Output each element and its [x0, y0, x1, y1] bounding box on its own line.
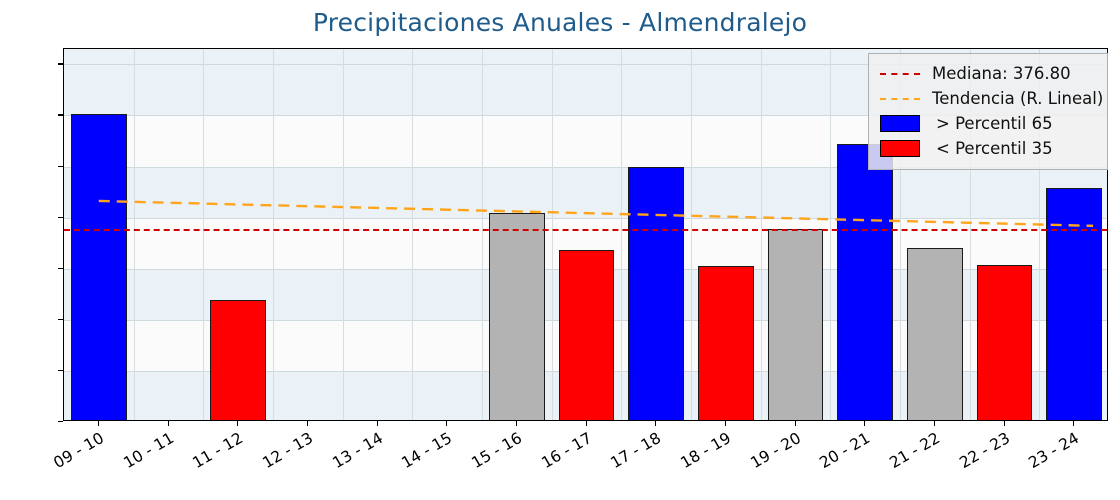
median-line: [64, 229, 1107, 232]
x-axis-tick-mark: [306, 421, 309, 426]
gridline: [64, 217, 1107, 219]
y-axis-tick-mark: [58, 369, 63, 372]
x-axis-tick-mark: [1003, 421, 1005, 426]
band: [64, 49, 1107, 65]
bar: [837, 143, 894, 420]
bar: [906, 247, 963, 420]
legend-label-p65: > Percentil 65: [936, 114, 1053, 133]
gridline: [64, 64, 1107, 66]
gridline: [482, 49, 483, 420]
y-axis-tick-mark: [58, 165, 63, 167]
gridline: [691, 49, 692, 420]
x-axis-tick-mark: [1073, 421, 1075, 426]
legend-item-trend: Tendencia (R. Lineal): [878, 86, 1103, 111]
legend-label-median: Mediana: 376.80: [932, 64, 1071, 83]
x-axis-tick-label: 11 - 12: [189, 429, 247, 473]
gridline: [621, 49, 623, 420]
y-axis-tick-mark: [58, 267, 63, 269]
y-axis-tick-mark: [58, 318, 63, 321]
y-axis-tick-mark: [58, 63, 63, 65]
page-title: Precipitaciones Anuales - Almendralejo: [312, 8, 808, 37]
bar: [1046, 188, 1103, 420]
gridline: [273, 49, 274, 420]
x-axis-tick-label: 09 - 10: [50, 429, 107, 473]
x-axis-tick-label: 10 - 11: [119, 429, 177, 473]
x-axis-tick-mark: [237, 421, 239, 426]
legend-label-p35: < Percentil 35: [936, 139, 1053, 158]
gridline: [412, 49, 414, 420]
x-axis-tick-mark: [585, 421, 587, 426]
gridline: [1039, 49, 1041, 420]
x-axis-tick-label: 20 - 21: [816, 429, 874, 473]
gridline: [760, 49, 762, 420]
chart-legend: Mediana: 376.80 Tendencia (R. Lineal) > …: [868, 53, 1108, 170]
x-axis-tick-mark: [97, 421, 100, 426]
legend-item-p65: > Percentil 65: [878, 111, 1098, 136]
bar: [558, 249, 615, 420]
x-axis-tick-label: 15 - 16: [468, 429, 525, 473]
x-axis-tick-mark: [933, 421, 936, 426]
gridline: [203, 49, 205, 420]
bar: [767, 229, 824, 420]
dashed-line-icon: [878, 72, 922, 75]
legend-label-trend: Tendencia (R. Lineal): [932, 89, 1104, 108]
blue-swatch-icon: [878, 115, 922, 132]
x-axis-tick-label: 23 - 24: [1025, 429, 1083, 473]
gridline: [64, 166, 1107, 168]
gridline: [133, 49, 135, 420]
x-axis-tick-mark: [376, 421, 378, 426]
x-axis-tick-mark: [864, 421, 866, 426]
x-axis-tick-label: 18 - 19: [677, 429, 734, 473]
dashed-line-icon: [878, 97, 922, 100]
gridline: [64, 115, 1107, 117]
x-axis-tick-label: 12 - 13: [259, 429, 316, 473]
bar: [697, 265, 754, 420]
bar: [488, 212, 545, 420]
trend-line: [98, 199, 1094, 228]
x-axis-tick-mark: [446, 421, 448, 426]
bar: [210, 300, 267, 420]
legend-item-median: Mediana: 376.80: [878, 61, 1098, 86]
gridline: [830, 49, 832, 420]
x-axis-tick-label: 17 - 18: [607, 429, 665, 473]
x-axis-tick-mark: [655, 421, 657, 426]
x-axis-tick-label: 13 - 14: [328, 429, 386, 473]
x-axis-tick-mark: [167, 421, 169, 426]
bar: [976, 264, 1033, 420]
x-axis-tick-label: 16 - 17: [537, 429, 595, 473]
bar: [628, 166, 685, 420]
x-axis-tick-label: 19 - 20: [746, 429, 804, 473]
x-axis-tick-label: 21 - 22: [886, 429, 943, 473]
x-axis-tick-label: 22 - 23: [955, 429, 1013, 473]
gridline: [969, 49, 971, 420]
legend-item-p35: < Percentil 35: [878, 136, 1098, 161]
gridline: [342, 49, 344, 420]
x-axis-tick-mark: [794, 421, 796, 426]
x-axis-tick-label: 14 - 15: [398, 429, 456, 473]
gridline: [551, 49, 553, 420]
y-axis-tick-mark: [58, 114, 63, 116]
band: [64, 166, 1107, 218]
x-axis-tick-mark: [724, 421, 727, 426]
y-axis-tick-mark: [58, 216, 63, 218]
bar: [70, 113, 127, 420]
y-axis-tick-mark: [58, 421, 63, 423]
x-axis-tick-mark: [515, 421, 518, 426]
gridline: [900, 49, 901, 420]
red-swatch-icon: [878, 140, 922, 157]
